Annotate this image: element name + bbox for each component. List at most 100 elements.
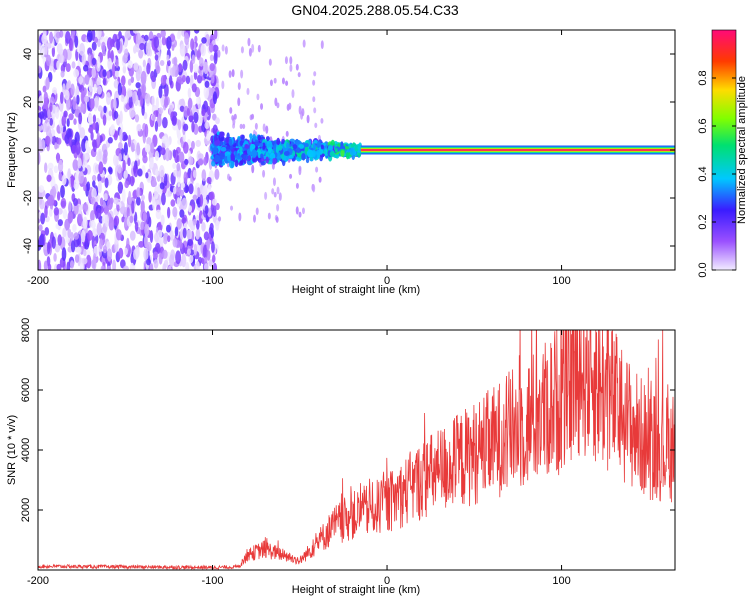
noise-blob	[176, 197, 181, 208]
noise-blob	[214, 168, 220, 180]
noise-blob	[248, 47, 252, 57]
noise-blob	[289, 173, 293, 179]
y-tick-label: -40	[22, 238, 34, 254]
noise-blob	[88, 78, 93, 93]
noise-blob	[109, 125, 115, 136]
signal-blob	[260, 153, 264, 159]
noise-blob	[110, 49, 114, 63]
y-tick-label: 0	[22, 147, 34, 153]
noise-blob	[199, 194, 204, 207]
noise-blob	[102, 77, 107, 86]
signal-blob	[305, 146, 309, 152]
noise-blob	[167, 190, 172, 197]
signal-blob	[322, 150, 326, 154]
noise-blob	[240, 69, 244, 79]
noise-blob	[217, 49, 221, 58]
noise-blob	[122, 65, 127, 74]
noise-blob	[44, 205, 48, 219]
noise-blob	[298, 105, 302, 115]
noise-blob	[127, 60, 133, 69]
noise-blob	[82, 202, 89, 212]
noise-blob	[298, 165, 302, 172]
noise-blob	[124, 247, 128, 256]
noise-blob	[187, 238, 193, 247]
noise-blob	[69, 260, 75, 269]
noise-blob	[132, 30, 139, 34]
noise-blob	[174, 149, 179, 164]
noise-blob	[224, 45, 228, 55]
noise-blob	[162, 116, 168, 129]
noise-blob	[195, 139, 201, 148]
noise-blob	[142, 211, 148, 222]
noise-blob	[185, 262, 190, 270]
noise-blob	[201, 37, 207, 44]
noise-blob	[188, 219, 193, 228]
signal-blob	[252, 158, 258, 163]
noise-blob	[38, 111, 45, 120]
signal-blob	[271, 158, 277, 165]
noise-blob	[135, 68, 141, 82]
noise-blob	[88, 127, 94, 134]
noise-blob	[128, 95, 133, 108]
noise-blob	[103, 193, 108, 202]
noise-blob	[135, 196, 141, 206]
noise-blob	[191, 54, 196, 65]
noise-blob	[318, 176, 322, 183]
noise-blob	[163, 237, 168, 245]
noise-blob	[83, 95, 90, 103]
noise-blob	[38, 138, 43, 151]
noise-blob	[184, 158, 189, 166]
noise-blob	[208, 42, 214, 53]
signal-blob	[219, 152, 226, 160]
noise-blob	[100, 265, 105, 270]
noise-blob	[58, 172, 63, 181]
noise-blob	[96, 85, 103, 95]
spectrogram-x-label: Height of straight line (km)	[292, 284, 420, 296]
noise-blob	[56, 263, 62, 270]
noise-blob	[91, 67, 96, 79]
noise-blob	[179, 241, 183, 249]
noise-blob	[159, 60, 165, 67]
noise-blob	[193, 63, 199, 73]
x-tick-label: -100	[202, 275, 224, 287]
noise-blob	[188, 254, 194, 264]
colorbar-ticks: 0.0 0.2 0.4 0.6 0.8	[697, 70, 736, 278]
noise-blob	[211, 241, 215, 253]
noise-blob	[74, 254, 80, 263]
noise-blob	[203, 156, 208, 166]
noise-blob	[162, 263, 167, 270]
noise-blob	[154, 150, 160, 161]
noise-blob	[112, 154, 119, 167]
signal-blob	[267, 143, 273, 149]
noise-blob	[169, 254, 175, 268]
noise-blob	[124, 30, 131, 39]
noise-blob	[106, 265, 112, 270]
noise-blob	[78, 112, 83, 125]
noise-blob	[117, 164, 122, 174]
signal-blob	[227, 154, 231, 162]
signal-blob	[234, 159, 239, 168]
noise-blob	[106, 248, 113, 262]
noise-blob	[298, 211, 302, 218]
noise-blob	[130, 76, 135, 84]
noise-blob	[185, 75, 191, 85]
noise-blob	[160, 214, 165, 226]
y-tick-label: 40	[22, 48, 34, 60]
noise-blob	[312, 79, 316, 86]
noise-blob	[57, 219, 63, 227]
noise-blob	[45, 54, 52, 67]
noise-blob	[138, 241, 145, 248]
noise-blob	[166, 36, 172, 50]
noise-blob	[141, 103, 145, 116]
noise-blob	[120, 75, 126, 86]
noise-blob	[87, 230, 93, 241]
noise-blob	[176, 218, 182, 230]
noise-blob	[182, 59, 188, 71]
noise-blob	[200, 43, 206, 57]
noise-blob	[76, 94, 80, 105]
noise-blob	[192, 169, 197, 179]
noise-blob	[77, 246, 82, 254]
signal-blob	[268, 147, 272, 154]
noise-blob	[102, 245, 108, 254]
noise-blob	[295, 182, 299, 189]
